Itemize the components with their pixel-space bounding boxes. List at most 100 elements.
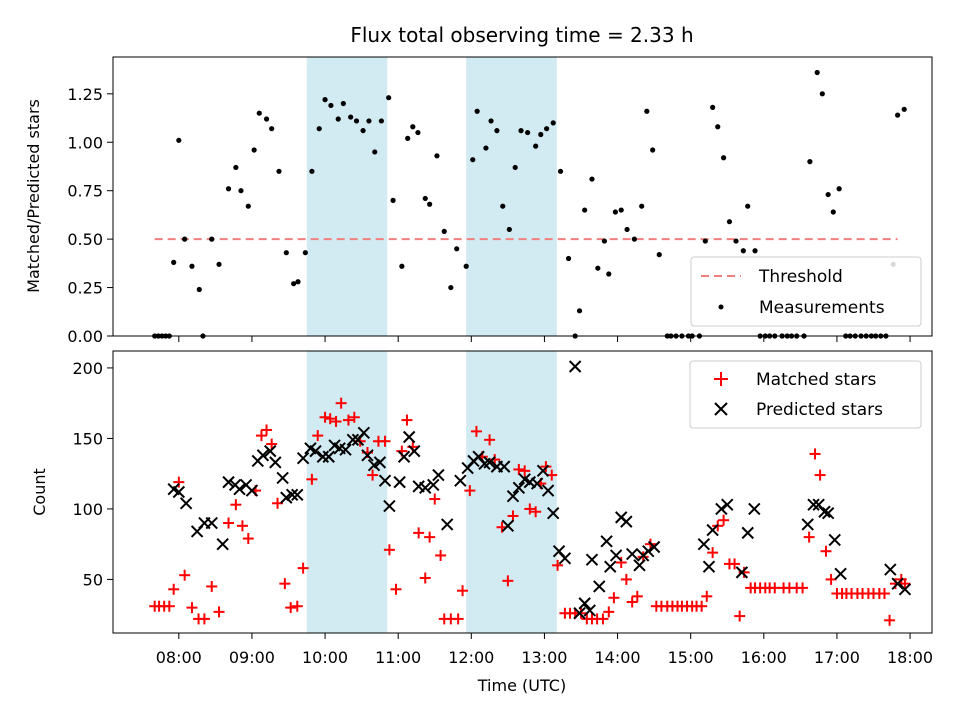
matched-star-point (379, 435, 391, 447)
measurement-point (733, 238, 739, 244)
predicted-star-point (291, 488, 304, 502)
measurement-point (624, 226, 630, 233)
measurement-point (302, 250, 308, 256)
predicted-star-point (216, 537, 229, 551)
measurement-point (322, 97, 328, 103)
predicted-star-point (697, 537, 711, 551)
measurement-point (538, 131, 544, 138)
predicted-star-point (498, 460, 511, 473)
measurement-point (238, 188, 244, 194)
measurement-point (483, 145, 489, 151)
x-tick-label: 14:00 (595, 648, 641, 667)
matched-star-point (884, 614, 896, 626)
measurement-point (348, 114, 354, 120)
x-tick-label: 09:00 (229, 648, 275, 667)
matched-star-point (266, 438, 278, 450)
measurement-point (390, 197, 396, 203)
predicted-star-point (547, 506, 560, 520)
measurement-point (494, 128, 500, 134)
measurement-point (366, 118, 372, 124)
predicted-star-point (296, 451, 310, 465)
predicted-star-point (506, 490, 520, 503)
measurement-point (225, 186, 232, 192)
predicted-star-point (702, 560, 716, 573)
predicted-star-point (536, 464, 550, 478)
measurement-point (506, 226, 512, 233)
measurement-point (171, 259, 177, 265)
matched-star-point (342, 414, 354, 426)
matched-star-point (424, 531, 436, 543)
matched-star-point (889, 578, 901, 590)
measurement-point (216, 261, 222, 267)
predicted-star-point (346, 433, 360, 447)
predicted-star-point (620, 515, 633, 528)
measurement-point (895, 112, 901, 118)
predicted-star-point (322, 450, 335, 463)
matched-star-point (383, 544, 395, 556)
x-tick-label: 13:00 (521, 648, 567, 667)
x-tick-label: 18:00 (887, 648, 933, 667)
matched-star-point (330, 416, 342, 427)
matched-star-point (626, 596, 638, 608)
predicted-star-point (735, 566, 749, 579)
predicted-star-point (276, 471, 289, 485)
predicted-star-point (706, 523, 719, 537)
predicted-star-point (741, 526, 754, 540)
predicted-stars-points (167, 360, 912, 620)
predicted-star-point (361, 449, 374, 462)
matched-star-point (236, 520, 248, 532)
bottom-shaded-regions (306, 351, 557, 633)
matched-star-point (285, 602, 297, 614)
predicted-star-point (222, 475, 235, 489)
top-panel: 0.00 0.25 0.50 0.75 1.00 1.25 Flux total obse… (24, 23, 933, 346)
measurement-point (189, 263, 195, 269)
measurement-point (612, 209, 618, 215)
matched-star-point (707, 547, 719, 559)
predicted-star-point (600, 535, 613, 548)
predicted-star-point (512, 481, 526, 494)
measurement-point (726, 219, 733, 225)
x-tick-label: 16:00 (741, 648, 787, 667)
matched-star-point (297, 562, 309, 574)
top-y-ticks: 0.00 0.25 0.50 0.75 1.00 1.25 (67, 85, 113, 346)
x-tick-label: 17:00 (814, 648, 860, 667)
matched-star-point (223, 517, 235, 529)
predicted-star-point (432, 468, 445, 482)
measurement-point (565, 255, 572, 262)
top-y-tick-label: 1.00 (67, 133, 103, 152)
predicted-star-point (264, 444, 277, 458)
measurement-point (752, 248, 758, 254)
matched-star-point (878, 588, 890, 600)
measurement-point (819, 91, 825, 97)
predicted-star-point (454, 474, 467, 487)
bottom-x-ticks: 08:00 09:00 10:00 11:00 12:00 13:00 14:00 15:00… (156, 633, 933, 667)
matched-star-point (470, 425, 482, 437)
predicted-star-point (357, 426, 371, 439)
bottom-y-tick-label: 100 (72, 500, 103, 519)
measurement-point (825, 191, 831, 198)
measurement-point (256, 110, 262, 116)
predicted-star-point (440, 518, 454, 531)
measurement-point (251, 147, 257, 153)
measurement-point (386, 95, 392, 101)
measurement-point (295, 279, 301, 285)
x-tick-label: 11:00 (375, 648, 421, 667)
matched-star-point (552, 559, 564, 571)
matched-star-point (198, 613, 210, 625)
predicted-star-point (541, 484, 555, 497)
predicted-star-point (748, 502, 761, 516)
measurement-point (196, 286, 202, 293)
predicted-star-point (408, 444, 421, 458)
measurement-point (454, 246, 460, 252)
measurement-point (470, 157, 476, 163)
predicted-star-point (578, 597, 591, 610)
measurement-point (378, 118, 384, 124)
top-y-tick-label: 0.50 (67, 230, 103, 249)
matched-star-point (312, 430, 324, 442)
bottom-legend-box (689, 360, 922, 429)
matched-star-point (814, 469, 826, 481)
top-y-tick-label: 0.00 (67, 327, 103, 346)
measurement-point (463, 263, 469, 269)
threshold-legend-label: Threshold (758, 267, 843, 287)
measurement-point (710, 104, 716, 110)
